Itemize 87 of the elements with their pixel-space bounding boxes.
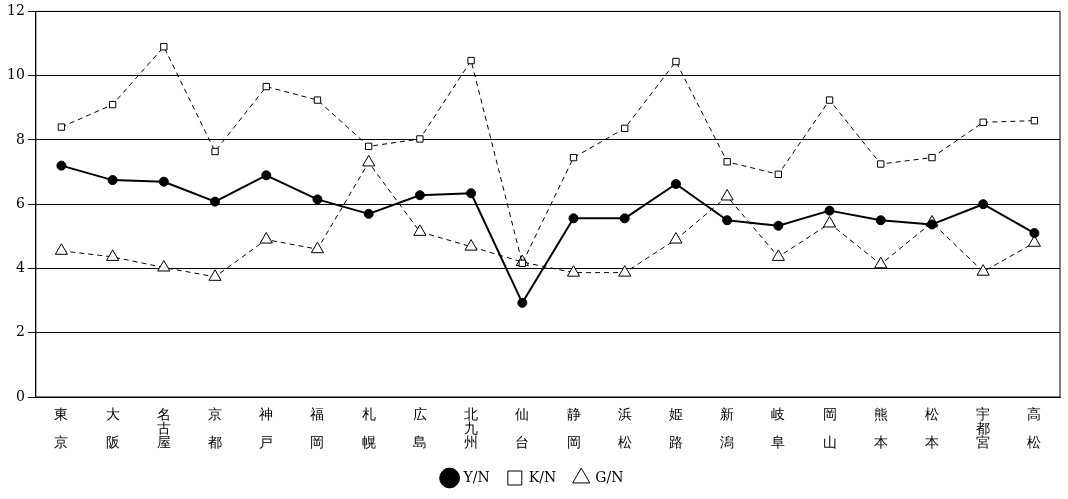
point xyxy=(157,260,171,272)
point xyxy=(262,82,270,91)
point xyxy=(467,56,475,65)
point xyxy=(106,249,120,261)
x-tick-label: 福岡 xyxy=(310,405,325,450)
x-tick-label: 東京 xyxy=(54,405,69,450)
x-tick-label: 松本 xyxy=(924,405,939,450)
x-tick-label: 静岡 xyxy=(566,405,581,450)
point xyxy=(618,265,632,277)
point xyxy=(825,96,834,104)
x-tick-label: 札幌 xyxy=(361,405,376,450)
point xyxy=(771,249,785,261)
point xyxy=(928,153,936,162)
point xyxy=(824,205,835,216)
point xyxy=(875,215,886,226)
point xyxy=(723,158,731,166)
y-tick-label: 12 xyxy=(6,2,25,19)
point xyxy=(979,118,987,126)
point xyxy=(158,176,169,187)
point xyxy=(259,232,273,244)
x-tick-label: 広島 xyxy=(412,405,427,450)
point xyxy=(1029,228,1040,239)
point xyxy=(670,178,681,189)
point xyxy=(312,194,323,205)
point xyxy=(160,43,168,51)
x-tick-label: 大阪 xyxy=(105,405,120,450)
x-tick-label: 宇都宮 xyxy=(976,405,991,450)
point xyxy=(364,142,373,151)
point xyxy=(722,215,733,226)
point xyxy=(416,135,424,143)
y-tick-label: 4 xyxy=(15,259,25,276)
point xyxy=(466,188,477,199)
point xyxy=(669,232,683,244)
point xyxy=(566,265,581,277)
point xyxy=(774,170,783,178)
point xyxy=(310,241,325,254)
y-tick-label: 8 xyxy=(15,130,25,147)
point xyxy=(619,213,630,224)
point xyxy=(56,160,67,171)
x-tick-label: 岡山 xyxy=(822,405,837,450)
x-tick-label: 新潟 xyxy=(720,405,735,450)
point xyxy=(313,96,322,104)
point xyxy=(874,256,888,269)
point xyxy=(568,213,579,224)
point xyxy=(57,123,66,131)
point xyxy=(569,153,578,162)
x-tick-label: 名古屋 xyxy=(156,405,171,450)
x-tick-label: 仙台 xyxy=(515,405,530,450)
x-tick-label: 岐阜 xyxy=(771,405,786,450)
point xyxy=(413,224,427,236)
point xyxy=(1030,116,1039,125)
x-tick-label: 姫路 xyxy=(668,405,683,450)
point xyxy=(363,208,374,219)
point xyxy=(877,160,885,168)
point xyxy=(208,269,222,281)
point xyxy=(672,57,680,66)
point xyxy=(823,215,837,228)
point xyxy=(773,220,784,231)
legend-label: K/N xyxy=(528,468,557,485)
point xyxy=(210,196,221,207)
point xyxy=(261,170,272,181)
point xyxy=(211,147,219,156)
point xyxy=(926,219,937,230)
point xyxy=(621,124,629,133)
x-tick-label: 京都 xyxy=(208,405,223,450)
x-tick-label: 高松 xyxy=(1027,405,1042,450)
x-tick-label: 北九州 xyxy=(464,405,479,450)
point xyxy=(720,188,734,201)
point xyxy=(517,297,528,308)
y-tick-label: 0 xyxy=(15,387,25,404)
y-tick-label: 6 xyxy=(15,194,25,211)
y-tick-label: 10 xyxy=(6,66,25,83)
x-tick-label: 熊本 xyxy=(873,405,888,450)
point xyxy=(362,154,376,167)
y-tick-label: 2 xyxy=(15,323,25,340)
point xyxy=(976,264,990,276)
legend-label: G/N xyxy=(595,468,624,485)
point xyxy=(107,175,118,186)
point xyxy=(464,239,478,251)
x-tick-label: 神戸 xyxy=(259,405,274,450)
point xyxy=(54,243,68,255)
x-tick-label: 浜松 xyxy=(617,405,632,450)
point xyxy=(1027,235,1041,247)
point xyxy=(978,199,989,210)
point xyxy=(414,190,425,201)
point xyxy=(108,100,117,109)
legend-label: Y/N xyxy=(462,468,490,485)
